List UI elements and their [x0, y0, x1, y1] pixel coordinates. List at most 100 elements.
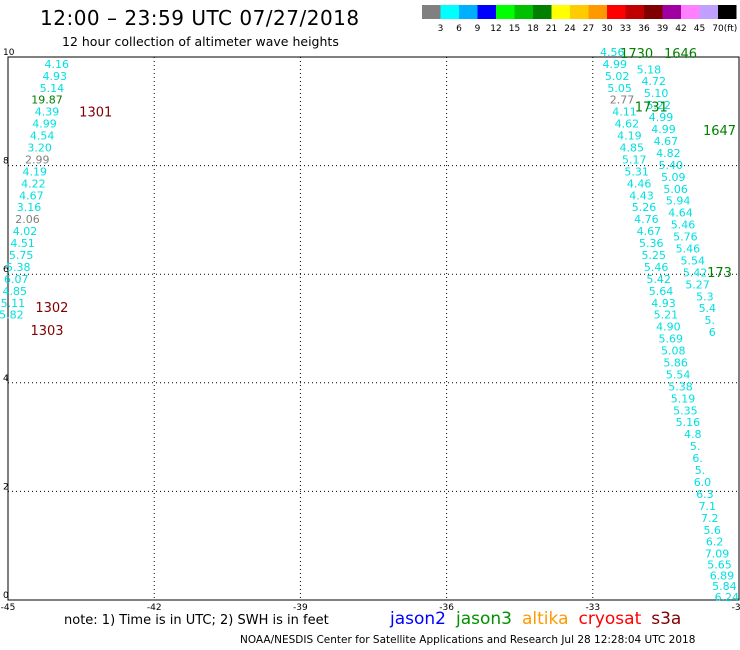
wave-height-value: 4.67: [637, 225, 662, 238]
wave-height-value: 7.2: [701, 512, 719, 525]
wave-height-value: 6.24: [715, 591, 740, 604]
color-swatch: [477, 5, 496, 19]
longitude-tick-label: -36: [439, 603, 454, 613]
wave-height-value: 4.85: [3, 285, 28, 298]
wave-height-value: 4.19: [23, 165, 48, 178]
color-scale-label: 9: [475, 24, 481, 34]
wave-height-value: 6.89: [710, 569, 735, 582]
wave-height-value: 4.72: [641, 75, 666, 88]
wave-height-value: 6.3: [696, 488, 714, 501]
color-swatch: [699, 5, 718, 19]
color-scale-legend: 3 6 9 12 15 18 21 24 27 30 33 36 39 42 45 70 (ft): [422, 5, 738, 34]
latitude-tick-label: 6: [3, 265, 9, 275]
wave-height-value: 5.40: [659, 159, 684, 172]
wave-height-value: 5.86: [663, 357, 688, 370]
latitude-tick-label: 10: [3, 48, 15, 58]
map-title: 12:00 – 23:59 UTC 07/27/2018: [40, 6, 360, 30]
color-scale-label: 27: [583, 24, 594, 34]
color-swatch: [625, 5, 644, 19]
color-swatch: [644, 5, 663, 19]
credit-footer: NOAA/NESDIS Center for Satellite Applica…: [240, 634, 696, 646]
wave-height-value: 4.16: [44, 58, 69, 71]
satellite-legend-jason3: jason3: [456, 609, 512, 629]
longitude-tick-label: -39: [293, 603, 308, 613]
wave-height-value: 5.: [695, 464, 706, 477]
wave-height-value: 4.8: [684, 428, 702, 441]
wave-height-value: 5.09: [661, 171, 686, 184]
wave-height-value: 4.99: [602, 58, 627, 71]
wave-height-value: 4.39: [35, 106, 60, 119]
color-swatch: [459, 5, 478, 19]
color-scale-label: 36: [638, 24, 650, 34]
wave-height-value: 5.18: [637, 63, 662, 76]
satellite-legend-s3a: s3a: [651, 609, 682, 629]
wave-height-value: 5.54: [680, 254, 705, 267]
wave-height-value: 4.67: [654, 135, 679, 148]
wave-height-value: 5.82: [0, 309, 24, 322]
wave-height-value: 5.19: [671, 392, 696, 405]
wave-height-value: 5.42: [683, 266, 708, 279]
wave-height-value: 5.05: [607, 82, 632, 95]
pass-time-label: 1302: [35, 301, 68, 316]
wave-height-value: 4.19: [617, 130, 642, 143]
units-note: note: 1) Time is in UTC; 2) SWH is in fe…: [64, 613, 329, 628]
color-scale-label: 21: [546, 24, 557, 34]
pass-time-label: 1301: [79, 106, 112, 121]
wave-height-value: 5.22: [646, 99, 671, 112]
pass-time-label: 173: [707, 266, 732, 281]
wave-height-value: 5.65: [707, 559, 732, 572]
wave-height-value: 3.16: [17, 201, 42, 214]
wave-height-value: 4.51: [10, 237, 35, 250]
color-scale-label: 12: [490, 24, 501, 34]
wave-height-value: 5.46: [671, 219, 696, 232]
wave-height-value: 5.4: [699, 302, 717, 315]
wave-height-value: 5.38: [668, 380, 693, 393]
wave-height-value: 5.46: [676, 242, 701, 255]
color-swatch: [533, 5, 552, 19]
wave-height-value: 4.93: [43, 70, 68, 83]
wave-height-value: 4.76: [634, 213, 659, 226]
satellite-legend-altika: altika: [522, 609, 569, 629]
pass-time-label: 1646: [664, 47, 697, 62]
color-scale-label: 3: [438, 24, 444, 34]
wave-height-value: 5.94: [666, 195, 691, 208]
wave-height-value: 4.93: [651, 297, 676, 310]
wave-height-value: 4.62: [615, 118, 640, 131]
wave-height-value: 6.07: [4, 273, 29, 286]
color-scale-label: 45: [694, 24, 705, 34]
pass-time-label: 1730: [620, 47, 653, 62]
wave-height-value: 2.77: [610, 94, 635, 107]
wave-height-value: 5.: [705, 314, 716, 327]
pass-time-label: 1647: [703, 124, 736, 139]
latitude-tick-label: 8: [3, 157, 9, 167]
wave-height-value: 5.17: [622, 153, 647, 166]
wave-height-value: 4.43: [629, 189, 654, 202]
latitude-tick-label: 4: [3, 374, 9, 384]
wave-height-value: 5.08: [661, 345, 686, 358]
wave-height-value: 4.82: [656, 147, 681, 160]
color-swatch: [607, 5, 626, 19]
wave-height-value: 4.99: [651, 123, 676, 136]
longitude-tick-label: -30: [732, 603, 740, 613]
pass-time-label: 1731: [635, 100, 668, 115]
wave-height-value: 19.87: [31, 94, 63, 107]
wave-height-value: 7.09: [705, 548, 730, 561]
color-swatch: [496, 5, 515, 19]
wave-height-value: 5.31: [624, 165, 649, 178]
wave-height-value: 3.20: [27, 141, 52, 154]
wave-height-value: 5.21: [654, 309, 679, 322]
color-scale-label: 15: [509, 24, 520, 34]
latitude-tick-label: 2: [3, 482, 9, 492]
wave-height-value: 5.14: [40, 82, 65, 95]
wave-height-value: 4.99: [32, 118, 57, 131]
color-scale-label: (ft): [724, 24, 738, 34]
wave-height-value: 4.99: [649, 111, 674, 124]
wave-height-value: 5.3: [696, 290, 714, 303]
wave-height-value: 5.54: [666, 368, 691, 381]
wave-height-value: 6.2: [706, 536, 724, 549]
wave-height-value: 5.38: [6, 261, 31, 274]
wave-height-value: 4.11: [612, 106, 637, 119]
color-scale-label: 18: [527, 24, 539, 34]
wave-height-value: 4.85: [620, 141, 645, 154]
